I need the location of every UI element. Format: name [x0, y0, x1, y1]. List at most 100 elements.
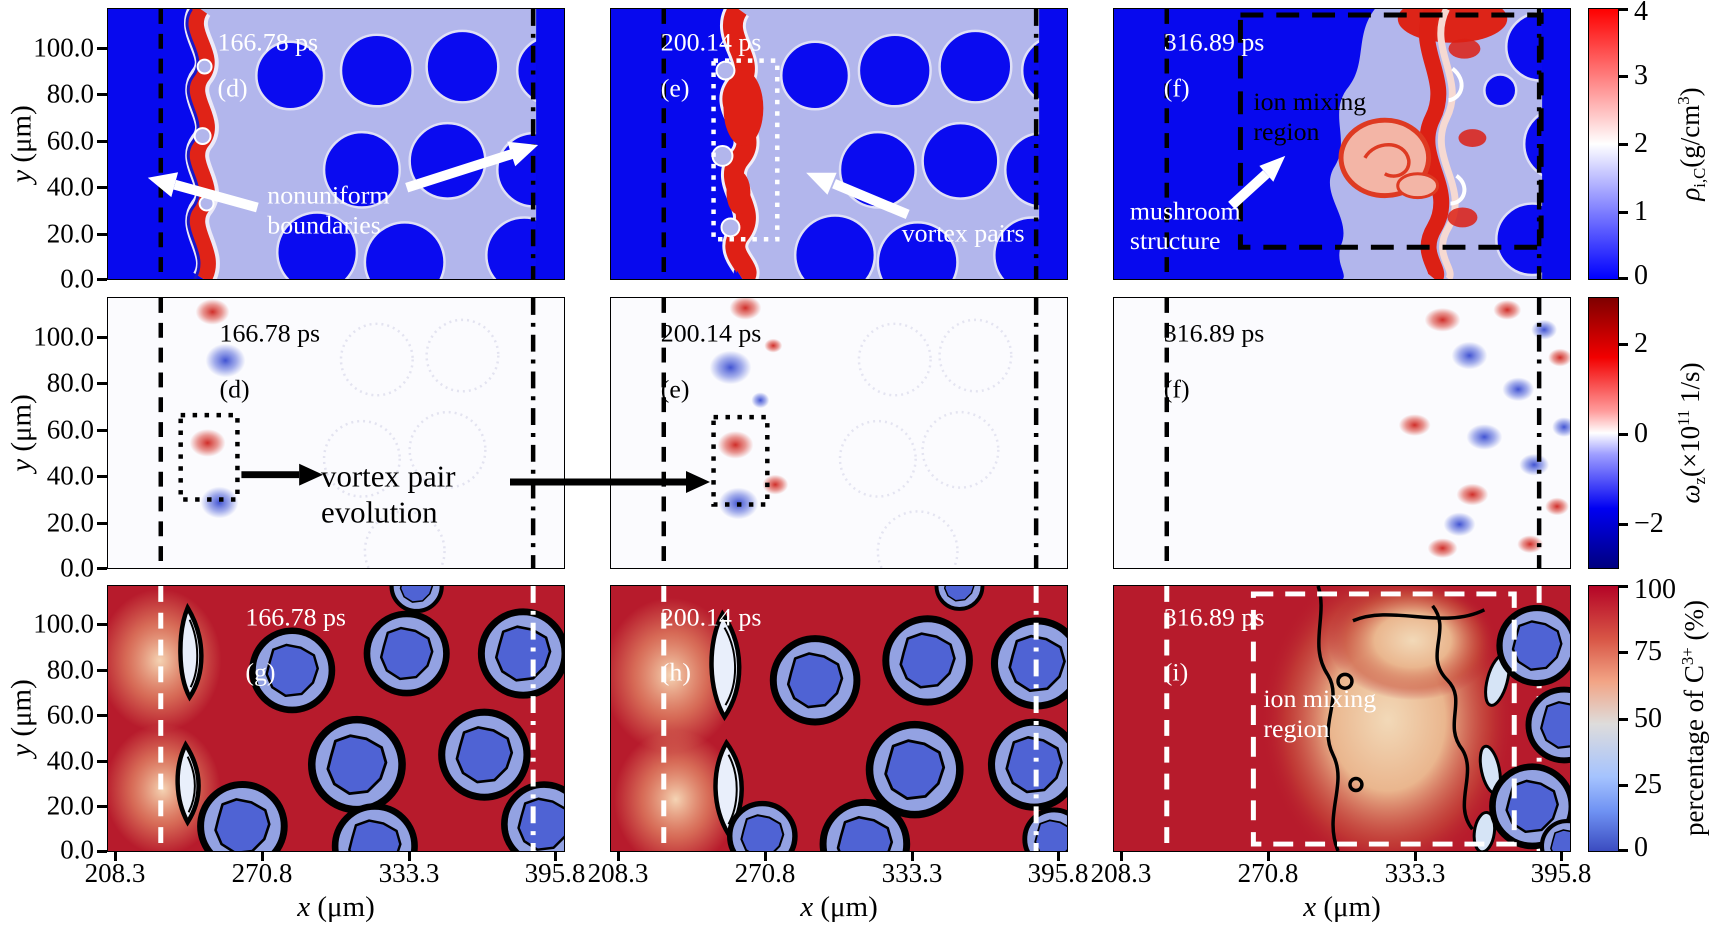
- x-tick-label: 208.3: [84, 858, 146, 888]
- shock-glow: [611, 597, 739, 753]
- y-tick-label: 20.0: [46, 507, 94, 538]
- time-label: 316.89 ps: [1164, 319, 1265, 348]
- colorbar-tick: [1619, 277, 1628, 280]
- x-axis-label: x (μm): [297, 891, 375, 923]
- y-tick: [97, 140, 107, 143]
- y-tick-label: 80.0: [46, 367, 94, 398]
- y-tick-label: 40.0: [46, 171, 94, 202]
- y-tick: [97, 714, 107, 717]
- shock-interface: [711, 9, 764, 279]
- annotation-vortex-pairs: vortex pairs: [902, 218, 1025, 247]
- y-tick-label: 80.0: [46, 654, 94, 685]
- panel-density-e: 200.14 ps (e) vortex pairs: [610, 8, 1068, 280]
- panel-vorticity-d: 166.78 ps (d) vortex pair evolution: [107, 297, 565, 569]
- x-tick-label: 395.8: [1027, 858, 1089, 888]
- ion-mixing-region-dashed-box: [1237, 12, 1544, 250]
- panel-letter: (f): [1164, 73, 1190, 102]
- x-axis-label: x (μm): [800, 891, 878, 923]
- vorticity-blobs: [189, 298, 246, 519]
- time-label: 316.89 ps: [1164, 603, 1265, 632]
- x-tick-label: 208.3: [1090, 858, 1152, 888]
- x-tick: [1267, 852, 1270, 861]
- y-tick-label: 60.0: [46, 414, 94, 445]
- cold-crescents: [175, 602, 204, 827]
- time-label: 200.14 ps: [661, 603, 762, 632]
- y-tick-label: 40.0: [46, 745, 94, 776]
- x-tick: [114, 852, 117, 861]
- y-tick: [97, 186, 107, 189]
- y-tick: [97, 382, 107, 385]
- annotation-region: region: [1263, 714, 1329, 743]
- y-tick-label: 60.0: [46, 699, 94, 730]
- annotation-mushroom: mushroom: [1130, 196, 1241, 225]
- mushroom-structure-shape: [1338, 117, 1440, 200]
- x-tick: [1560, 852, 1563, 861]
- colorbar-tick-label: 1: [1634, 196, 1648, 227]
- annotation-vortex-pair: vortex pair: [321, 460, 455, 494]
- y-tick: [97, 760, 107, 763]
- colorbar-tick: [1619, 433, 1628, 436]
- y-tick-label: 20.0: [46, 790, 94, 821]
- colorbar-tick-label: 3: [1634, 60, 1648, 91]
- vortex-pairs-arrow: [806, 172, 910, 220]
- colorbar-tick: [1619, 718, 1628, 721]
- shock-glow: [614, 729, 738, 851]
- panel-letter: (d): [220, 374, 250, 403]
- x-tick-label: 333.3: [378, 858, 440, 888]
- c3plus-colorbar-title: percentage of C3+ (%): [1678, 600, 1709, 836]
- x-tick-label: 395.8: [1530, 858, 1592, 888]
- annotation-region: region: [1253, 117, 1319, 146]
- panel-letter: (i): [1164, 657, 1188, 686]
- time-label: 200.14 ps: [661, 319, 762, 348]
- shock-interface: [184, 9, 220, 279]
- vorticity-blobs: [709, 298, 789, 520]
- x-tick: [1414, 852, 1417, 861]
- ablator-slab: [1114, 9, 1375, 279]
- ablator-slab: [108, 9, 208, 279]
- y-tick: [97, 805, 107, 808]
- time-label: 166.78 ps: [220, 319, 321, 348]
- y-tick-label: 0.0: [60, 552, 94, 583]
- panel-c3plus-h: 200.14 ps (h): [610, 585, 1068, 852]
- y-axis-label: y (μm): [5, 394, 38, 472]
- annotation-ion-mixing: ion mixing: [1253, 87, 1366, 116]
- y-tick: [97, 47, 107, 50]
- annotation-structure: structure: [1130, 226, 1221, 255]
- density-colorbar-title: ρi,C(g/cm3): [1673, 87, 1710, 201]
- colorbar-tick: [1619, 523, 1628, 526]
- y-axis-label: y (μm): [5, 679, 38, 757]
- colorbar-tick: [1619, 849, 1628, 852]
- x-tick: [1120, 852, 1123, 861]
- colorbar-tick-label: 0: [1634, 418, 1648, 449]
- y-tick-label: 0.0: [60, 834, 94, 865]
- x-tick: [764, 852, 767, 861]
- y-tick-label: 20.0: [46, 218, 94, 249]
- y-tick-label: 100.0: [33, 32, 94, 63]
- y-tick: [97, 850, 107, 853]
- panel-letter: (d): [218, 73, 248, 102]
- y-tick: [97, 93, 107, 96]
- vorticity-colorbar-title: ωz(×1011 1/s): [1673, 362, 1710, 504]
- vortex-pair-dotted-box: [178, 412, 240, 502]
- y-tick-label: 100.0: [33, 321, 94, 352]
- annotation-boundaries: boundaries: [267, 210, 380, 239]
- x-tick: [1057, 852, 1060, 861]
- colorbar-tick: [1619, 343, 1628, 346]
- panel-letter: (e): [661, 374, 690, 403]
- colorbar-tick: [1619, 651, 1628, 654]
- mushroom-arrow: [1228, 155, 1286, 210]
- y-tick: [97, 522, 107, 525]
- nonuniform-boundaries-arrows: [147, 141, 539, 213]
- colorbar-tick-label: 0: [1634, 832, 1648, 863]
- panel-c3plus-g: 166.78 ps (g): [107, 585, 565, 852]
- colorbar-tick-label: 0: [1634, 260, 1648, 291]
- panel-vorticity-f: 316.89 ps (f): [1113, 297, 1571, 569]
- panel-density-d: 166.78 ps (d) nonuniform boundaries: [107, 8, 565, 280]
- x-tick-label: 395.8: [524, 858, 586, 888]
- panel-letter: (e): [661, 73, 690, 102]
- density-colorbar: [1588, 8, 1619, 280]
- annotation-nonuniform: nonuniform: [267, 181, 389, 210]
- y-tick: [97, 623, 107, 626]
- time-label: 316.89 ps: [1164, 28, 1265, 57]
